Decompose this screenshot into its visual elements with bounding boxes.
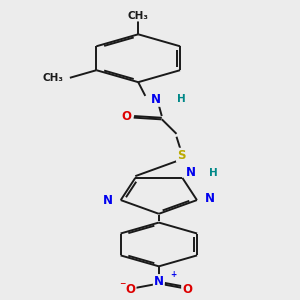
Text: O: O bbox=[122, 110, 131, 122]
Text: CH₃: CH₃ bbox=[43, 73, 64, 83]
Text: O: O bbox=[126, 283, 136, 296]
Text: N: N bbox=[151, 93, 161, 106]
Text: N: N bbox=[205, 192, 215, 205]
Text: S: S bbox=[177, 148, 185, 162]
Text: +: + bbox=[171, 270, 177, 279]
Text: CH₃: CH₃ bbox=[128, 11, 149, 21]
Text: O: O bbox=[182, 283, 192, 296]
Text: N: N bbox=[186, 166, 196, 179]
Text: H: H bbox=[177, 94, 186, 104]
Text: −: − bbox=[119, 279, 125, 288]
Text: H: H bbox=[208, 168, 217, 178]
Text: N: N bbox=[103, 194, 113, 207]
Text: N: N bbox=[154, 275, 164, 288]
